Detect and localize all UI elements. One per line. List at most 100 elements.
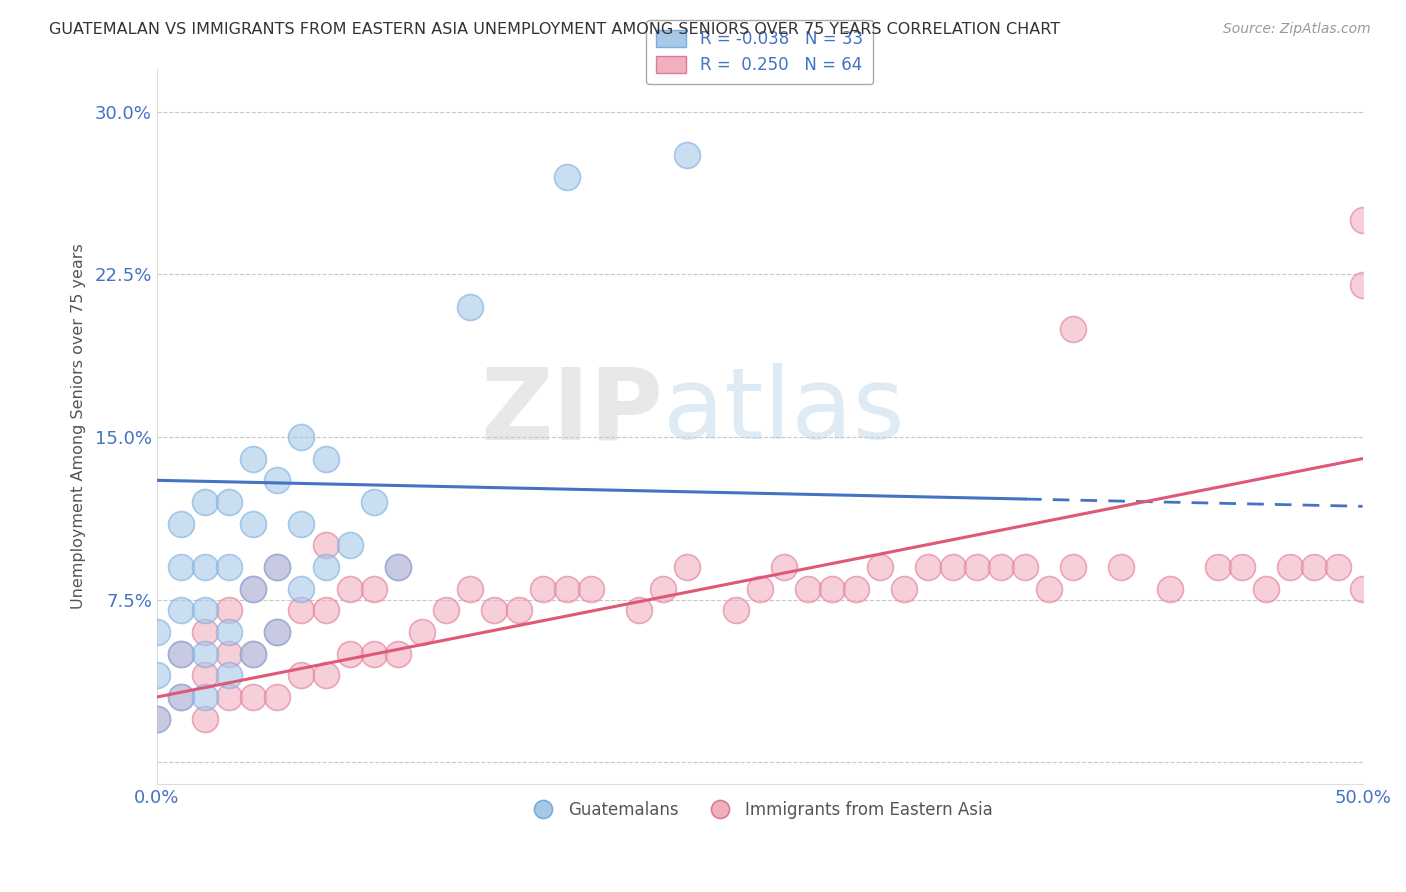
Point bbox=[555, 169, 578, 184]
Point bbox=[1351, 213, 1374, 227]
Point bbox=[218, 668, 240, 682]
Point bbox=[1062, 321, 1084, 335]
Point bbox=[1351, 582, 1374, 596]
Point bbox=[170, 690, 193, 704]
Point bbox=[1159, 582, 1181, 596]
Point bbox=[484, 603, 506, 617]
Point bbox=[458, 582, 481, 596]
Point bbox=[652, 582, 675, 596]
Point bbox=[508, 603, 530, 617]
Point bbox=[242, 647, 264, 661]
Point bbox=[290, 516, 312, 531]
Point bbox=[146, 712, 169, 726]
Point bbox=[387, 560, 409, 574]
Point bbox=[315, 560, 337, 574]
Point bbox=[194, 647, 217, 661]
Point bbox=[218, 647, 240, 661]
Point bbox=[242, 516, 264, 531]
Point bbox=[290, 430, 312, 444]
Point bbox=[218, 603, 240, 617]
Point bbox=[315, 451, 337, 466]
Point bbox=[266, 560, 288, 574]
Point bbox=[628, 603, 651, 617]
Point bbox=[315, 668, 337, 682]
Point bbox=[411, 625, 433, 640]
Point bbox=[531, 582, 554, 596]
Point bbox=[339, 538, 361, 552]
Point bbox=[266, 560, 288, 574]
Point bbox=[1254, 582, 1277, 596]
Point bbox=[748, 582, 770, 596]
Point bbox=[290, 603, 312, 617]
Text: GUATEMALAN VS IMMIGRANTS FROM EASTERN ASIA UNEMPLOYMENT AMONG SENIORS OVER 75 YE: GUATEMALAN VS IMMIGRANTS FROM EASTERN AS… bbox=[49, 22, 1060, 37]
Point bbox=[1038, 582, 1060, 596]
Point bbox=[315, 538, 337, 552]
Point bbox=[218, 625, 240, 640]
Point bbox=[315, 603, 337, 617]
Point bbox=[146, 625, 169, 640]
Legend: Guatemalans, Immigrants from Eastern Asia: Guatemalans, Immigrants from Eastern Asi… bbox=[520, 794, 1000, 825]
Point bbox=[772, 560, 794, 574]
Point bbox=[917, 560, 939, 574]
Point bbox=[1303, 560, 1326, 574]
Point bbox=[1230, 560, 1253, 574]
Point bbox=[724, 603, 747, 617]
Point bbox=[1327, 560, 1350, 574]
Point bbox=[290, 582, 312, 596]
Point bbox=[194, 560, 217, 574]
Point bbox=[266, 690, 288, 704]
Point bbox=[146, 668, 169, 682]
Point bbox=[458, 300, 481, 314]
Point bbox=[1062, 560, 1084, 574]
Point bbox=[676, 148, 699, 162]
Point bbox=[387, 647, 409, 661]
Point bbox=[170, 690, 193, 704]
Text: ZIP: ZIP bbox=[481, 363, 664, 460]
Point bbox=[218, 690, 240, 704]
Point bbox=[387, 560, 409, 574]
Point bbox=[845, 582, 868, 596]
Text: atlas: atlas bbox=[664, 363, 905, 460]
Point bbox=[1206, 560, 1229, 574]
Point bbox=[170, 516, 193, 531]
Point bbox=[1351, 278, 1374, 293]
Text: Source: ZipAtlas.com: Source: ZipAtlas.com bbox=[1223, 22, 1371, 37]
Point bbox=[797, 582, 820, 596]
Point bbox=[579, 582, 602, 596]
Point bbox=[363, 582, 385, 596]
Point bbox=[242, 582, 264, 596]
Point bbox=[266, 625, 288, 640]
Point bbox=[363, 647, 385, 661]
Point bbox=[146, 712, 169, 726]
Point bbox=[266, 473, 288, 487]
Point bbox=[1014, 560, 1036, 574]
Point bbox=[194, 495, 217, 509]
Point bbox=[242, 451, 264, 466]
Point bbox=[194, 690, 217, 704]
Point bbox=[218, 495, 240, 509]
Point bbox=[194, 668, 217, 682]
Point bbox=[242, 647, 264, 661]
Point bbox=[1279, 560, 1302, 574]
Point bbox=[363, 495, 385, 509]
Point bbox=[170, 603, 193, 617]
Point bbox=[339, 582, 361, 596]
Point bbox=[170, 647, 193, 661]
Point bbox=[266, 625, 288, 640]
Point bbox=[194, 603, 217, 617]
Point bbox=[194, 712, 217, 726]
Point bbox=[434, 603, 457, 617]
Point bbox=[1111, 560, 1133, 574]
Point bbox=[242, 690, 264, 704]
Y-axis label: Unemployment Among Seniors over 75 years: Unemployment Among Seniors over 75 years bbox=[72, 244, 86, 609]
Point bbox=[290, 668, 312, 682]
Point bbox=[966, 560, 988, 574]
Point bbox=[218, 560, 240, 574]
Point bbox=[555, 582, 578, 596]
Point bbox=[990, 560, 1012, 574]
Point bbox=[821, 582, 844, 596]
Point bbox=[893, 582, 915, 596]
Point bbox=[676, 560, 699, 574]
Point bbox=[339, 647, 361, 661]
Point bbox=[242, 582, 264, 596]
